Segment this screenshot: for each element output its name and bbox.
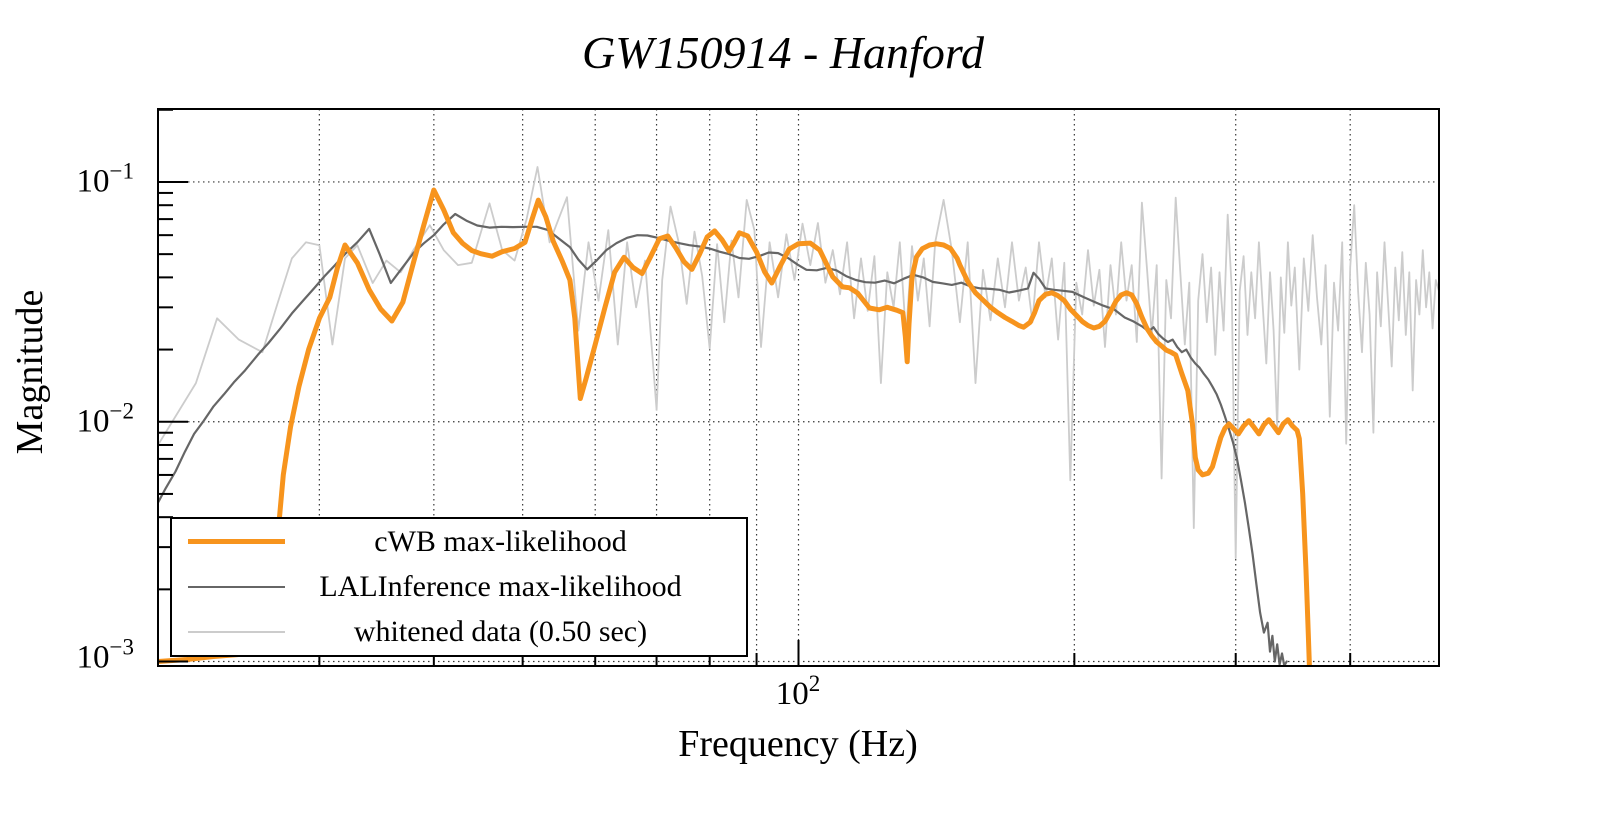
legend-line-sample-cwb xyxy=(188,539,285,545)
legend-label-whitened-data: whitened data (0.50 sec) xyxy=(353,615,648,649)
legend-label-lalinference: LALInference max-likelihood xyxy=(319,569,682,603)
series-line-cwb-max-likelihood xyxy=(158,187,1312,666)
legend-entry-lalinference: LALInference max-likelihood xyxy=(172,564,746,609)
chart-title: GW150914 - Hanford xyxy=(581,27,985,78)
x-tick-label-1e2: 102 xyxy=(775,671,821,712)
legend-label-cwb: cWB max-likelihood xyxy=(374,524,627,558)
series-line-whitened-data-0-50-sec- xyxy=(158,166,1439,559)
x-axis-title: Frequency (Hz) xyxy=(678,723,918,765)
legend-line-sample-lalinference xyxy=(188,585,285,588)
y-tick-label-1e-3: 10−3 xyxy=(76,634,134,676)
legend-line-sample-whitened-data xyxy=(188,631,285,634)
legend-entry-cwb: cWB max-likelihood xyxy=(172,519,746,564)
y-tick-label-1e-2: 10−2 xyxy=(76,398,134,440)
legend: cWB max-likelihood LALInference max-like… xyxy=(170,517,748,657)
y-axis-title: Magnitude xyxy=(9,289,51,455)
legend-entry-whitened-data: whitened data (0.50 sec) xyxy=(172,610,746,655)
y-tick-label-1e-1: 10−1 xyxy=(76,158,134,200)
series-line-lalinference-max-likelihood xyxy=(158,212,1288,666)
